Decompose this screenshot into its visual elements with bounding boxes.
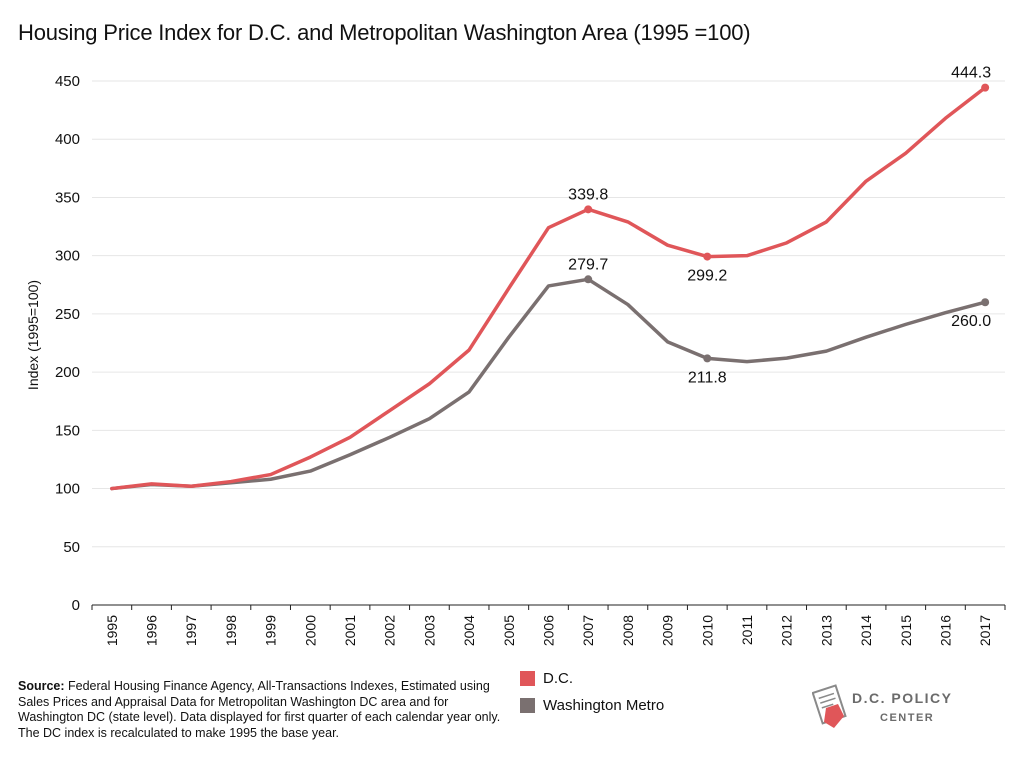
x-tick-label: 2011 [739,615,755,645]
data-point [981,83,990,92]
source-text: Federal Housing Finance Agency, All-Tran… [18,679,501,740]
x-tick-label: 2014 [858,615,874,646]
x-tick-label: 1996 [144,615,160,646]
x-tick-label: 2004 [461,615,477,646]
data-label: 211.8 [688,369,727,386]
y-tick-label: 0 [72,597,80,614]
y-tick-label: 50 [63,539,80,556]
x-tick-label: 1997 [183,615,199,646]
data-point [981,298,990,307]
x-tick-label: 2009 [660,615,676,646]
legend-label-dc: D.C. [543,670,573,687]
legend-swatch-metro [520,698,535,713]
source-note: Source: Federal Housing Finance Agency, … [18,679,508,741]
y-tick-label: 150 [55,422,80,439]
x-tick-label: 2015 [898,615,914,646]
logo-text-line1: D.C. POLICY [852,690,953,706]
x-tick-label: 2006 [541,615,557,646]
x-tick-label: 2016 [937,615,953,646]
x-tick-label: 2012 [779,615,795,646]
data-point [584,205,593,214]
chart-title: Housing Price Index for D.C. and Metropo… [18,20,751,45]
x-tick-label: 2007 [580,615,596,646]
legend-label-metro: Washington Metro [543,697,665,714]
x-tick-label: 2003 [421,615,437,646]
series-line-dc [110,85,987,491]
x-tick-label: 1995 [104,615,120,646]
y-axis-label: Index (1995=100) [25,280,41,390]
y-tick-label: 200 [55,364,80,381]
x-tick-label: 2017 [977,615,993,646]
data-point [584,275,593,284]
y-tick-label: 300 [55,248,80,265]
data-point [703,252,712,261]
y-tick-label: 450 [55,73,80,90]
series-line-metro [110,277,987,491]
x-tick-label: 2008 [620,615,636,646]
y-axis-ticks: 0 50 100 150 200 250 300 350 400 450 [55,73,80,614]
x-tick-label: 1998 [223,615,239,646]
legend-item-metro: Washington Metro [520,697,664,714]
dc-policy-center-logo: D.C. POLICY CENTER [812,682,972,742]
data-label: 444.3 [951,65,991,82]
grid-lines [91,80,1006,610]
x-axis-ticks: 1995 1996 1997 1998 1999 2000 2001 2002 2003 2004… [104,615,993,646]
x-tick-label: 2005 [501,615,517,646]
x-tick-label: 2001 [342,615,358,646]
line-chart: 0 50 100 150 200 250 300 350 400 450 1995 1996 1997… [25,65,1006,646]
data-label: 279.7 [568,256,608,273]
y-tick-label: 250 [55,306,80,323]
y-tick-label: 100 [55,481,80,498]
source-label: Source: [18,679,65,693]
y-tick-label: 350 [55,189,80,206]
x-tick-label: 2013 [818,615,834,646]
data-labels: 339.8 299.2 444.3 279.7 211.8 260.0 [568,65,991,387]
legend-item-dc: D.C. [520,670,573,687]
data-label: 299.2 [687,268,727,285]
data-label: 260.0 [951,313,991,330]
x-tick-label: 2010 [699,615,715,646]
x-tick-label: 2000 [302,615,318,646]
x-tick-label: 1999 [263,615,279,646]
legend-swatch-dc [520,671,535,686]
series-lines [110,85,987,491]
y-tick-label: 400 [55,131,80,148]
data-point [703,354,712,363]
series-points [584,83,990,363]
x-tick-label: 2002 [382,615,398,646]
data-label: 339.8 [568,186,608,203]
dc-map-document-icon [812,684,847,728]
logo-text-line2: CENTER [880,712,935,724]
